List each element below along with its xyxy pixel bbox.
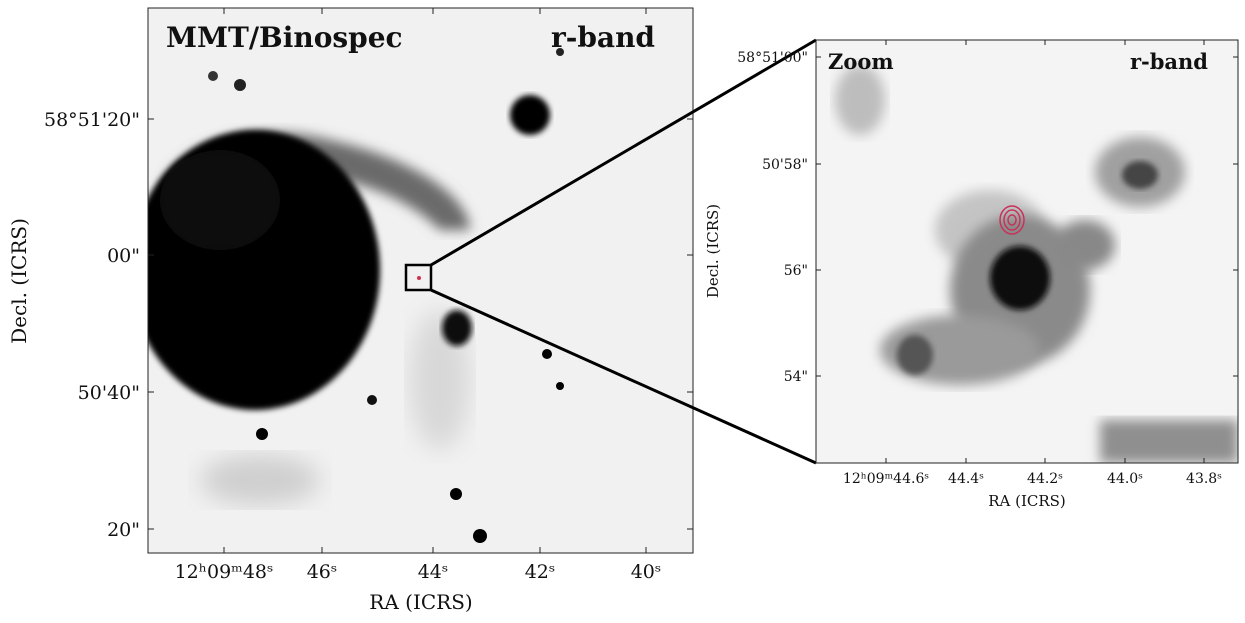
x-tick-label: 44ˢ (418, 561, 449, 583)
x-tick-label: 46ˢ (307, 561, 338, 583)
x-axis-title: RA (ICRS) (988, 492, 1066, 510)
x-tick-label: 12ʰ09ᵐ44.6ˢ (843, 471, 929, 487)
y-tick-label: 58°51'00" (737, 50, 808, 66)
left-image (148, 8, 693, 553)
y-tick-label: 00" (107, 245, 140, 267)
x-tick-label: 44.4ˢ (948, 471, 984, 487)
panel-title: Zoom (828, 49, 894, 74)
labels: MMT/Binospec r-band RA (ICRS) Decl. (ICR… (7, 21, 1208, 614)
connector (430, 288, 817, 465)
left-frame (147, 7, 694, 554)
y-tick-label: 20" (107, 519, 140, 541)
y-tick-label: 50'58" (762, 157, 808, 173)
y-axis-title: Decl. (ICRS) (704, 204, 722, 298)
band-label: r-band (551, 21, 655, 54)
x-tick-label: 40ˢ (631, 561, 662, 583)
x-tick-label: 44.0ˢ (1107, 471, 1143, 487)
y-axis-title: Decl. (ICRS) (7, 218, 31, 344)
right-image (816, 40, 1238, 463)
y-tick-label: 50'40" (78, 382, 140, 404)
x-tick-label: 43.8ˢ (1186, 471, 1222, 487)
band-label: r-band (1130, 49, 1208, 74)
zoom-box (404, 263, 433, 292)
panel-title: MMT/Binospec (166, 21, 403, 54)
x-tick-label: 12ʰ09ᵐ48ˢ (175, 561, 274, 583)
y-tick-label: 58°51'20" (44, 109, 140, 131)
connector (430, 38, 817, 267)
x-axis-title: RA (ICRS) (369, 590, 472, 614)
y-tick-label: 56" (784, 263, 808, 279)
y-tick-label: 54" (784, 369, 808, 385)
x-tick-label: 44.2ˢ (1027, 471, 1063, 487)
x-tick-label: 42ˢ (525, 561, 556, 583)
right-frame (815, 39, 1239, 464)
